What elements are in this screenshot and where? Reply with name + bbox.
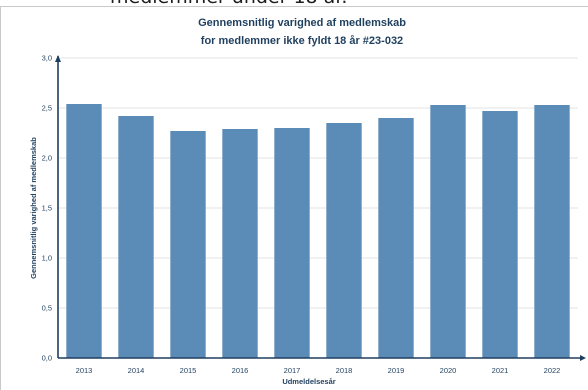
x-tick-labels: 2013 2014 2015 2016 2017 2018 2019 2020 2021 2022	[76, 366, 561, 375]
x-tick-label: 2014	[128, 366, 145, 375]
bar	[378, 118, 414, 358]
bar	[118, 116, 154, 358]
x-axis-arrow	[580, 355, 586, 361]
bar	[430, 105, 466, 358]
x-tick-label: 2013	[76, 366, 93, 375]
y-tick-label: 2,0	[42, 154, 52, 163]
bar	[326, 123, 362, 358]
y-tick-label: 0,0	[42, 354, 52, 363]
y-axis-label: Gennemsnitlig varighed af medlemskab	[29, 137, 38, 279]
axes	[55, 55, 586, 361]
x-tick-label: 2018	[336, 366, 353, 375]
bars	[66, 104, 570, 358]
bar	[222, 129, 258, 358]
x-tick-label: 2019	[388, 366, 405, 375]
x-tick-label: 2022	[544, 366, 561, 375]
x-tick-label: 2017	[284, 366, 301, 375]
x-tick-label: 2021	[492, 366, 509, 375]
chart-title-line-2: for medlemmer ikke fyldt 18 år #23-032	[201, 35, 403, 47]
bar	[170, 131, 206, 358]
y-axis-arrow	[55, 55, 61, 62]
x-tick-label: 2015	[180, 366, 197, 375]
y-tick-label: 1,0	[42, 254, 52, 263]
y-tick-label: 2,5	[42, 104, 52, 113]
bar	[274, 128, 310, 358]
y-tick-labels: 0,0 0,5 1,0 1,5 2,0 2,5 3,0	[42, 54, 52, 363]
bar	[66, 104, 102, 358]
y-tick-label: 1,5	[42, 204, 52, 213]
frame-top-border	[0, 6, 588, 7]
cropped-caption: medlemmer under 18 år.	[0, 0, 588, 9]
y-tick-label: 3,0	[42, 54, 52, 63]
x-axis-label: Udmeldelsesår	[282, 377, 335, 386]
x-tick-label: 2020	[440, 366, 457, 375]
top-caption-text: medlemmer under 18 år.	[110, 0, 347, 8]
x-tick-label: 2016	[232, 366, 249, 375]
chart-title-line-1: Gennemsnitlig varighed af medlemskab	[198, 17, 406, 29]
bar	[534, 105, 570, 358]
bar	[482, 111, 518, 358]
y-tick-label: 0,5	[42, 304, 52, 313]
frame-left-border	[0, 6, 1, 390]
